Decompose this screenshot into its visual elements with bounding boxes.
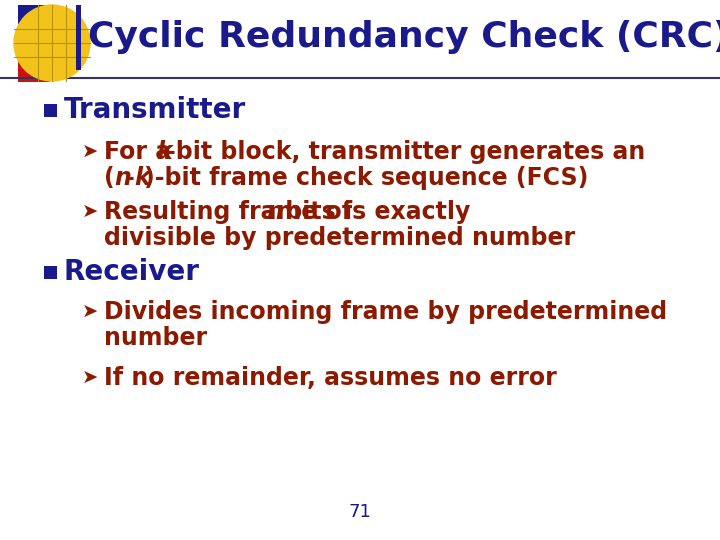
Bar [43, 266, 56, 279]
Text: bits is exactly: bits is exactly [277, 200, 470, 224]
Text: ➤: ➤ [82, 143, 99, 161]
Text: number: number [104, 326, 207, 350]
Text: ➤: ➤ [82, 368, 99, 388]
Text: n: n [114, 166, 131, 190]
Text: k: k [156, 140, 172, 164]
Text: (: ( [104, 166, 114, 190]
Text: ➤: ➤ [82, 302, 99, 321]
Text: )-bit frame check sequence (FCS): )-bit frame check sequence (FCS) [144, 166, 588, 190]
Bar [76, 5, 81, 70]
Text: -bit block, transmitter generates an: -bit block, transmitter generates an [166, 140, 645, 164]
Text: Resulting frame of: Resulting frame of [104, 200, 361, 224]
Text: Divides incoming frame by predetermined: Divides incoming frame by predetermined [104, 300, 667, 324]
Text: For a: For a [104, 140, 179, 164]
Bar [43, 104, 56, 117]
Text: Transmitter: Transmitter [64, 96, 246, 124]
Bar [18, 5, 50, 43]
Text: Receiver: Receiver [64, 258, 200, 286]
Circle shape [14, 5, 90, 81]
Text: ➤: ➤ [82, 202, 99, 221]
Text: n: n [266, 200, 283, 224]
Text: If no remainder, assumes no error: If no remainder, assumes no error [104, 366, 557, 390]
Text: Cyclic Redundancy Check (CRC): Cyclic Redundancy Check (CRC) [88, 20, 720, 54]
Text: 71: 71 [348, 503, 372, 521]
Bar [18, 47, 50, 82]
Text: divisible by predetermined number: divisible by predetermined number [104, 226, 575, 250]
Text: k: k [134, 166, 150, 190]
Text: -: - [125, 166, 135, 190]
